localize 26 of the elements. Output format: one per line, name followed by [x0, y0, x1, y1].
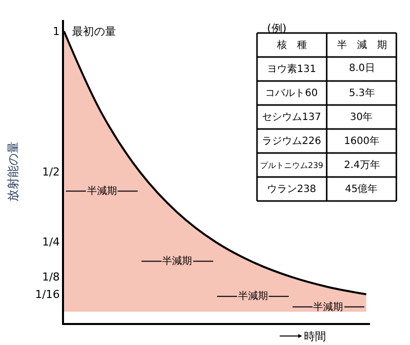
annotation: セシウム137 [262, 112, 322, 123]
annotation: 8.0日 [349, 63, 375, 74]
y-tick-label: 1/2 [42, 165, 60, 178]
annotation: 45億年 [345, 183, 378, 195]
y-tick-label: 1 [52, 25, 60, 38]
annotation: ヨウ素131 [267, 63, 316, 75]
annotation: コバルト60 [265, 88, 318, 99]
annotation: 5.3年 [349, 87, 375, 99]
annotation: 半 減 期 [337, 39, 387, 51]
annotation: 2.4万年 [344, 159, 380, 171]
annotation: プルトニウム239 [260, 161, 324, 170]
y-axis-title: 放射能の量 [6, 142, 20, 202]
annotation: 核 種 [276, 39, 307, 51]
annotation: 半減期 [313, 301, 343, 313]
x-axis-title: 時間 [304, 330, 326, 343]
annotation: 最初の量 [72, 25, 116, 38]
annotation: ラジウム226 [262, 136, 322, 147]
annotation: ウラン238 [267, 184, 316, 195]
y-tick-label: 1/8 [42, 270, 60, 284]
annotation: 半減期 [87, 185, 117, 197]
annotation: 半減期 [238, 290, 268, 302]
annotation: 半減期 [162, 255, 192, 267]
y-tick-label: 1/16 [35, 288, 60, 302]
annotation: 30年 [350, 111, 373, 123]
y-tick-label: 1/4 [42, 235, 60, 248]
annotation: 1600年 [344, 135, 380, 147]
